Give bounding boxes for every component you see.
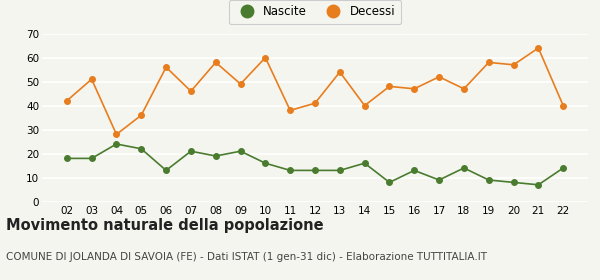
Text: COMUNE DI JOLANDA DI SAVOIA (FE) - Dati ISTAT (1 gen-31 dic) - Elaborazione TUTT: COMUNE DI JOLANDA DI SAVOIA (FE) - Dati … (6, 252, 487, 262)
Text: Movimento naturale della popolazione: Movimento naturale della popolazione (6, 218, 323, 234)
Legend: Nascite, Decessi: Nascite, Decessi (229, 0, 401, 24)
